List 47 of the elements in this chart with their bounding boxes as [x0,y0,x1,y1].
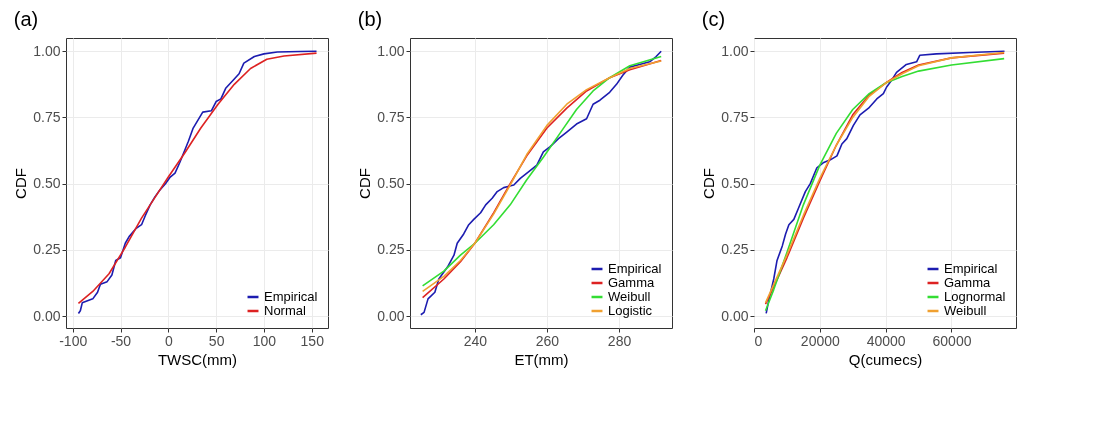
legend-label: Weibull [608,289,651,304]
y-tick-label: 0.75 [33,108,61,125]
y-tick-label: 0.00 [33,307,61,324]
x-tick-label: 40000 [866,332,906,349]
y-tick-label: 0.75 [721,108,749,125]
legend-label: Empirical [264,289,318,304]
y-tick-label: 0.00 [377,307,405,324]
x-tick-label: -50 [110,332,132,349]
x-axis-title: ET(mm) [514,350,569,368]
y-tick-label: 1.00 [721,42,749,59]
y-axis-title: CDF [12,168,30,199]
legend-label: Empirical [944,261,998,276]
y-tick-label: 0.50 [377,175,405,192]
y-axis-title: CDF [356,168,374,199]
legend-label: Normal [264,303,307,318]
y-tick-label: 0.50 [721,175,749,192]
legend-label: Empirical [608,261,662,276]
x-axis-title: TWSC(mm) [157,350,238,368]
y-axis-title: CDF [700,168,718,199]
legend-label: Lognormal [944,289,1006,304]
x-tick-label: 240 [463,332,488,349]
x-tick-label: -100 [59,332,88,349]
x-tick-label: 100 [252,332,277,349]
x-axis-title: Q(cumecs) [848,350,923,368]
y-tick-label: 0.25 [33,241,61,258]
x-tick-label: 60000 [932,332,972,349]
y-tick-label: 0.25 [377,241,405,258]
legend-label: Gamma [944,275,991,290]
y-tick-label: 0.75 [377,108,405,125]
x-tick-label: 0 [164,332,173,349]
x-tick-label: 150 [300,332,325,349]
chart-title: (a) [13,8,39,30]
chart-title: (c) [701,8,726,30]
y-tick-label: 0.00 [721,307,749,324]
legend-label: Gamma [608,275,655,290]
x-tick-label: 260 [535,332,560,349]
x-tick-label: 0 [754,332,763,349]
x-tick-label: 50 [208,332,225,349]
y-tick-label: 0.25 [721,241,749,258]
legend-label: Weibull [944,303,987,318]
y-tick-label: 1.00 [377,42,405,59]
y-tick-label: 1.00 [33,42,61,59]
x-tick-label: 280 [607,332,632,349]
y-tick-label: 0.50 [33,175,61,192]
chart-title: (b) [357,8,383,30]
legend-label: Logistic [608,303,653,318]
x-tick-label: 20000 [800,332,840,349]
